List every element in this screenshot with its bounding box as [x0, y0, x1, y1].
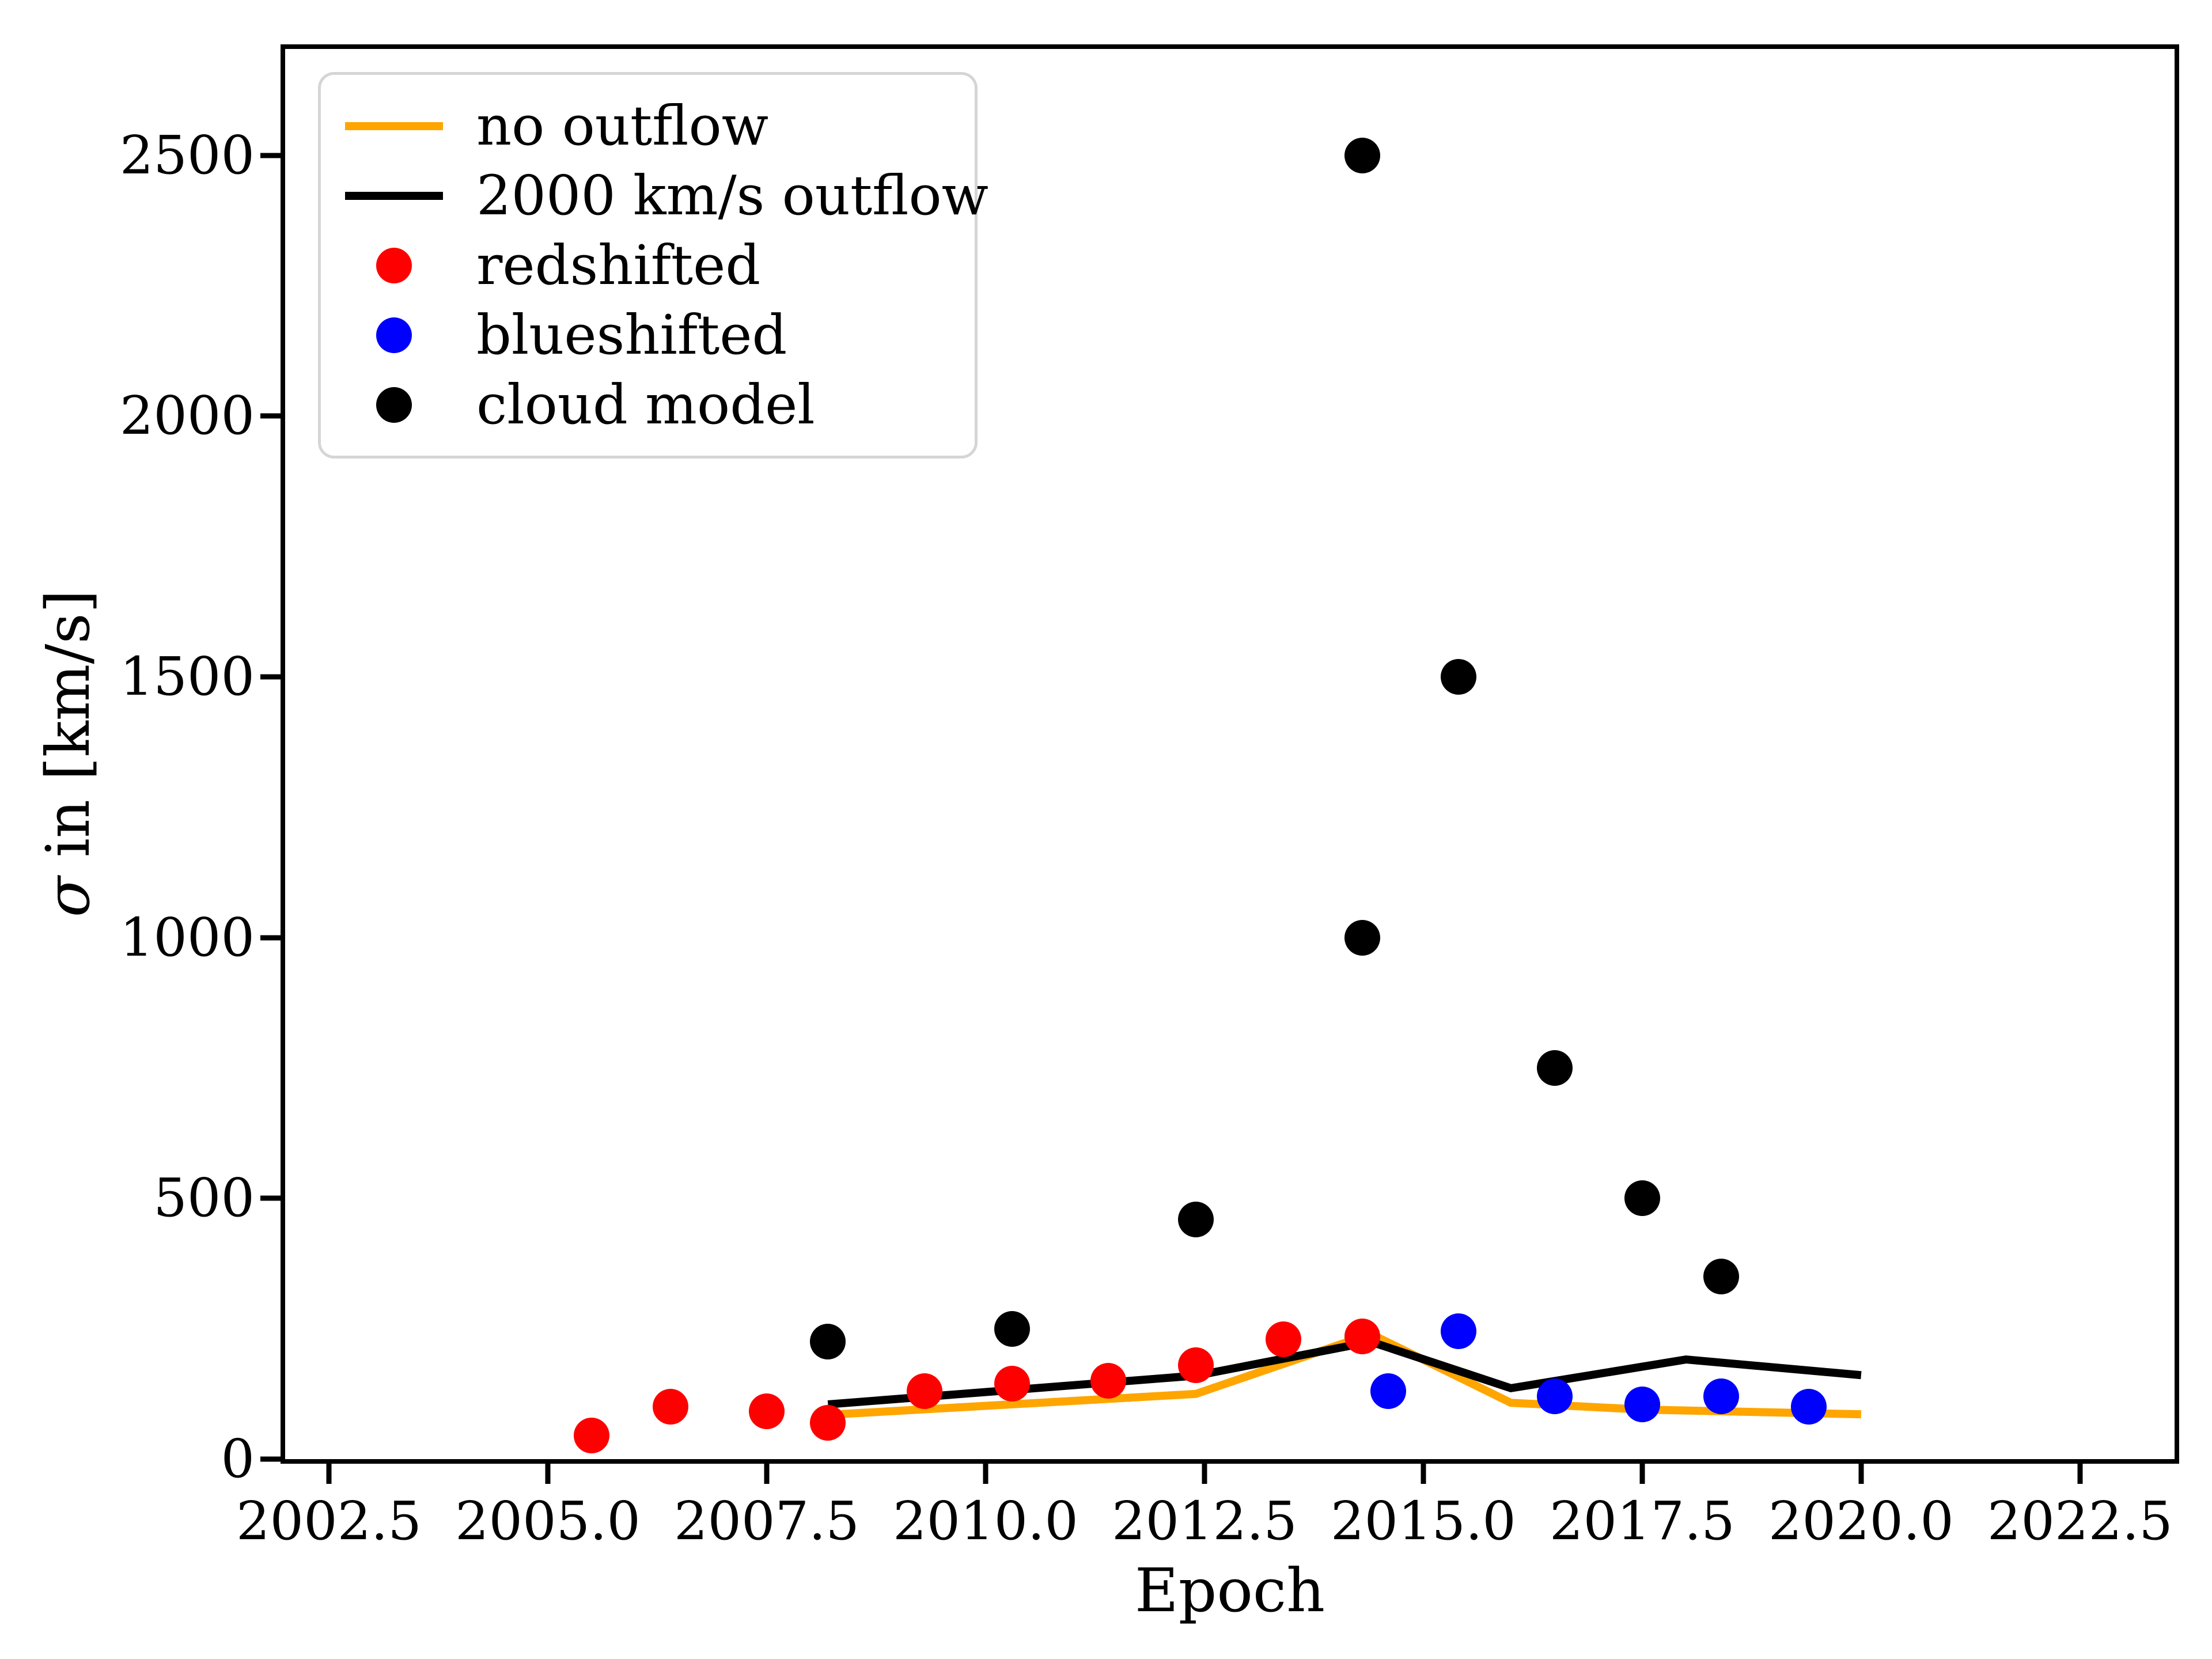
dot-swatch — [376, 387, 412, 423]
redshifted-point — [1090, 1363, 1126, 1399]
x-tick-mark — [764, 1464, 770, 1484]
cloud-model-point — [810, 1324, 846, 1360]
x-tick-label: 2017.5 — [1549, 1490, 1735, 1552]
blueshifted-point — [1536, 1378, 1573, 1415]
y-tick-mark — [260, 935, 281, 941]
x-tick-mark — [326, 1464, 332, 1484]
legend-item-no-outflow: no outflow — [345, 91, 950, 161]
cloud-model-point — [1344, 137, 1380, 173]
legend: no outflow 2000 km/s outflow redshifted blu… — [318, 72, 988, 459]
y-tick-label: 0 — [221, 1428, 255, 1490]
y-tick-mark — [260, 413, 281, 419]
x-tick-label: 2002.5 — [236, 1490, 422, 1552]
x-tick-mark — [545, 1464, 551, 1484]
blueshifted-point — [1370, 1373, 1407, 1410]
x-tick-label: 2005.0 — [455, 1490, 641, 1552]
x-tick-label: 2012.5 — [1111, 1490, 1297, 1552]
dot-swatch — [376, 247, 412, 283]
redshifted-point — [994, 1365, 1030, 1402]
y-tick-label: 500 — [153, 1167, 255, 1229]
redshifted-point — [810, 1404, 846, 1441]
blueshifted-point — [1790, 1389, 1827, 1425]
legend-label: 2000 km/s outflow — [476, 164, 989, 228]
redshifted-point — [748, 1393, 785, 1429]
x-tick-label: 2015.0 — [1330, 1490, 1516, 1552]
blueshifted-point — [1440, 1313, 1476, 1350]
x-tick-label: 2022.5 — [1987, 1490, 2173, 1552]
legend-label: cloud model — [476, 373, 815, 437]
blueshifted-point — [1703, 1378, 1739, 1415]
sigma-symbol: σ — [33, 876, 103, 918]
plot-frame — [281, 44, 2179, 1464]
redshifted-point — [573, 1418, 609, 1454]
y-tick-mark — [260, 153, 281, 158]
y-tick-label: 1000 — [119, 906, 255, 968]
x-tick-mark — [2077, 1464, 2083, 1484]
model-lines — [827, 1330, 1862, 1419]
y-axis-label: σ in [km/s] — [33, 590, 103, 918]
y-tick-mark — [260, 674, 281, 680]
x-tick-mark — [1202, 1464, 1207, 1484]
legend-item-redshifted: redshifted — [345, 230, 950, 300]
legend-line-sample-icon — [345, 122, 443, 130]
legend-item-cloud-model: cloud model — [345, 370, 950, 440]
cloud-model-point — [1440, 659, 1476, 695]
redshifted-point — [906, 1373, 942, 1410]
y-axis-label-units: in [km/s] — [33, 589, 103, 877]
x-tick-label: 2010.0 — [892, 1490, 1078, 1552]
x-tick-mark — [1421, 1464, 1426, 1484]
legend-item-2000-km-s-outflow: 2000 km/s outflow — [345, 161, 988, 230]
line-swatch — [345, 191, 443, 200]
dot-swatch — [376, 317, 412, 353]
legend-item-blueshifted: blueshifted — [345, 300, 950, 370]
x-axis-label: Epoch — [1134, 1555, 1325, 1626]
legend-dot-sample-icon — [345, 247, 443, 283]
x-tick-mark — [1858, 1464, 1864, 1484]
legend-dot-sample-icon — [345, 317, 443, 353]
legend-label: blueshifted — [476, 303, 787, 367]
blueshifted-point — [1624, 1386, 1660, 1422]
x-tick-mark — [1639, 1464, 1645, 1484]
x-tick-label: 2020.0 — [1768, 1490, 1954, 1552]
cloud-model-point — [1536, 1050, 1573, 1086]
cloud-model-point — [1177, 1201, 1214, 1237]
redshifted-point — [652, 1389, 688, 1425]
cloud-model-point — [994, 1310, 1030, 1347]
2000-km-s-outflow-line — [827, 1338, 1862, 1408]
cloud-model-point — [1344, 919, 1380, 956]
y-tick-label: 2000 — [119, 385, 255, 447]
legend-label: no outflow — [476, 94, 769, 158]
line-swatch — [345, 122, 443, 130]
cloud-model-point — [1624, 1180, 1660, 1217]
cloud-model-point — [1703, 1259, 1739, 1295]
y-tick-mark — [260, 1195, 281, 1201]
legend-dot-sample-icon — [345, 387, 443, 423]
legend-label: redshifted — [476, 233, 761, 297]
redshifted-point — [1177, 1347, 1214, 1384]
redshifted-point — [1265, 1321, 1301, 1357]
legend-line-sample-icon — [345, 191, 443, 200]
y-tick-mark — [260, 1456, 281, 1462]
y-tick-label: 2500 — [119, 124, 255, 186]
x-tick-mark — [983, 1464, 988, 1484]
plot-area: no outflow 2000 km/s outflow redshifted blu… — [285, 49, 2175, 1459]
redshifted-point — [1344, 1319, 1380, 1355]
x-tick-label: 2007.5 — [673, 1490, 859, 1552]
y-tick-label: 1500 — [119, 646, 255, 707]
